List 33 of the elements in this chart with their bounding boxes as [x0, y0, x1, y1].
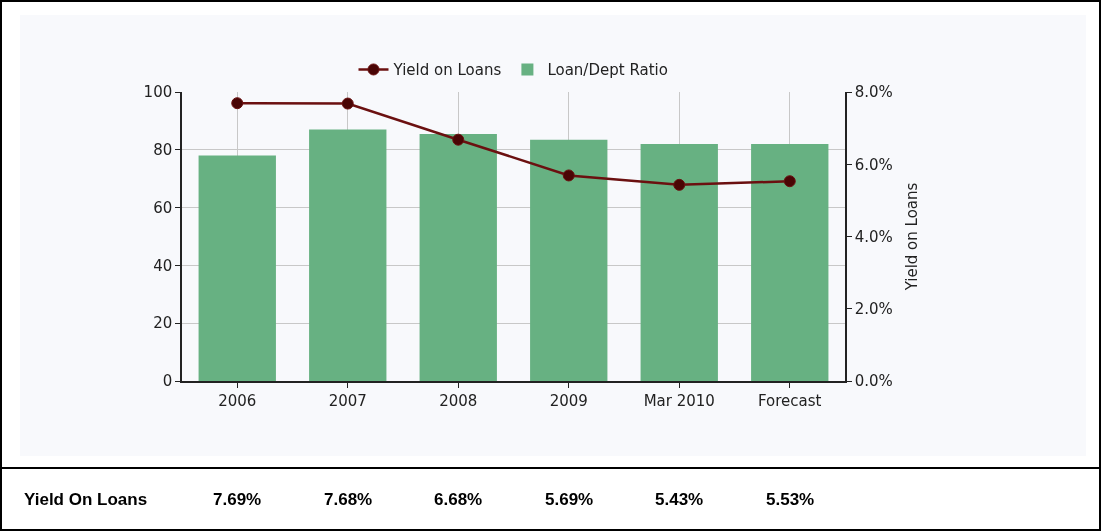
data-label: 5.69%	[545, 490, 594, 509]
point	[783, 175, 796, 188]
x-tick-label: Mar 2010	[643, 392, 715, 410]
y2-tick-label: 2.0%	[854, 300, 893, 318]
point	[562, 169, 575, 182]
y-tick-label: 100	[143, 83, 173, 102]
data-label: 7.69%	[213, 490, 262, 509]
data-label: 6.68%	[434, 490, 483, 509]
point	[673, 178, 686, 191]
text: Yield On Loans	[24, 490, 148, 509]
y2-tick-label: 0.0%	[854, 372, 893, 391]
y-tick-label: 20	[153, 314, 173, 333]
x-tick-label: 2007	[328, 392, 367, 410]
y2-tick-label: 4.0%	[854, 227, 893, 246]
point	[231, 97, 244, 110]
data-label: 5.53%	[766, 490, 815, 509]
y-tick-label: 40	[153, 256, 173, 275]
legend-label: Loan/Dept Ratio	[547, 61, 668, 80]
y-tick-label: 0	[162, 372, 173, 391]
y2-axis-title: Yield on Loans	[903, 182, 922, 292]
y2-tick-label: 8.0%	[854, 83, 893, 102]
x-tick-label: Forecast	[758, 392, 822, 410]
x-tick-label: 2008	[439, 392, 478, 410]
data-label: 5.43%	[655, 490, 704, 509]
y-tick-label: 60	[153, 198, 173, 217]
data-label: 7.68%	[324, 490, 373, 509]
x-tick-label: 2006	[218, 392, 257, 410]
y2-tick-label: 6.0%	[854, 155, 893, 174]
legend-label: Yield on Loans	[392, 61, 502, 80]
y-tick-label: 80	[153, 141, 173, 160]
point	[341, 97, 354, 110]
x-tick-label: 2009	[549, 392, 588, 410]
point	[452, 133, 465, 146]
